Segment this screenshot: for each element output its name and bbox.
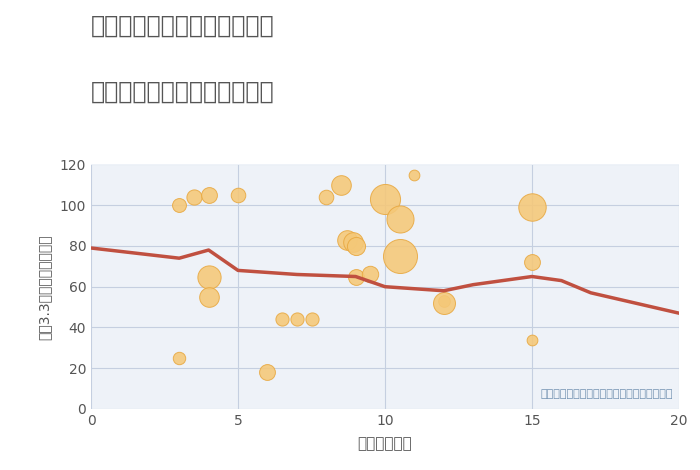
Point (526, 336, 538, 344)
Point (174, 354, 185, 362)
Y-axis label: 坪（3.3㎡）単価（万円）: 坪（3.3㎡）単価（万円） (37, 234, 51, 339)
Point (291, 315, 302, 323)
Point (365, 271, 376, 278)
Text: 駅距離別中古マンション価格: 駅距離別中古マンション価格 (91, 80, 274, 104)
Point (526, 204, 538, 211)
Point (526, 258, 538, 266)
Point (232, 191, 244, 199)
Point (306, 315, 317, 323)
Point (347, 238, 358, 246)
Point (394, 252, 405, 260)
Point (203, 191, 214, 199)
Point (174, 202, 185, 209)
Point (438, 299, 449, 307)
Point (335, 181, 346, 188)
Text: 円の大きさは、取引のあった物件面積を示す: 円の大きさは、取引のあった物件面積を示す (540, 389, 673, 399)
Point (188, 193, 199, 201)
Point (438, 297, 449, 305)
Point (341, 236, 352, 243)
Point (203, 273, 214, 280)
X-axis label: 駅距離（分）: 駅距離（分） (358, 436, 412, 451)
Point (350, 273, 361, 280)
Point (409, 171, 420, 179)
Point (379, 196, 391, 203)
Point (203, 293, 214, 301)
Point (350, 242, 361, 250)
Text: 三重県四日市市みゆきヶ丘の: 三重県四日市市みゆきヶ丘の (91, 14, 274, 38)
Point (276, 315, 288, 323)
Point (262, 368, 273, 376)
Point (321, 193, 332, 201)
Point (394, 216, 405, 223)
